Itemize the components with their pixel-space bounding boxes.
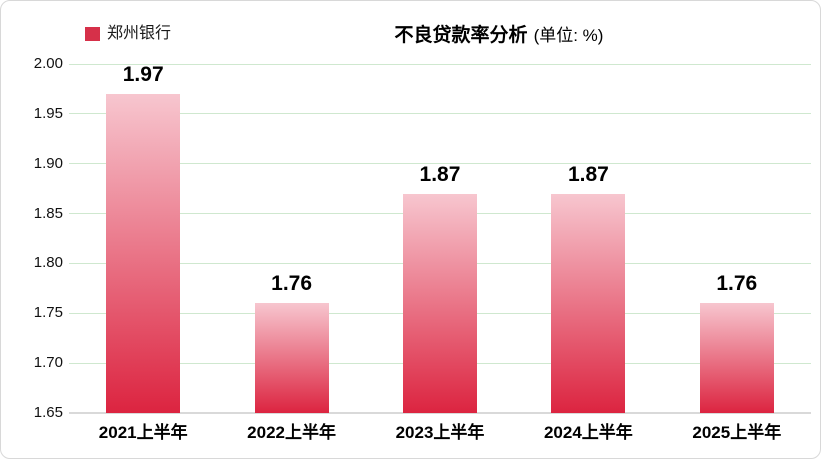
x-axis-category-label: 2021上半年: [98, 423, 188, 442]
bar-value-label: 1.97: [122, 62, 164, 86]
chart-title: 不良贷款率分析 (单位: %): [395, 20, 604, 47]
legend-marker-icon: [85, 26, 100, 41]
bar-value-label: 1.87: [567, 162, 609, 186]
bar[interactable]: [254, 303, 329, 413]
bar-value-label: 1.76: [271, 272, 313, 296]
bar[interactable]: [403, 193, 477, 413]
bar[interactable]: [106, 93, 181, 413]
x-axis-category-label: 2022上半年: [247, 423, 336, 442]
y-axis-tick-label: 1.75: [33, 304, 63, 322]
gridline: [69, 163, 811, 165]
y-axis-tick-label: 1.80: [33, 254, 63, 272]
bar[interactable]: [551, 193, 626, 413]
y-axis-tick-label: 1.90: [33, 154, 63, 172]
y-axis-tick-label: 1.65: [33, 404, 63, 421]
y-axis-tick-label: 1.85: [33, 204, 63, 222]
chart-title-main: 不良贷款率分析: [394, 25, 528, 46]
x-axis-line: [69, 412, 811, 414]
legend-item-zhengzhou-bank[interactable]: 郑州银行: [85, 25, 171, 42]
y-axis-tick-label: 1.95: [33, 104, 63, 122]
x-axis-category-label: 2024上半年: [543, 423, 633, 442]
x-axis-category-label: 2023上半年: [395, 423, 485, 442]
x-axis-category-label: 2025上半年: [692, 423, 782, 442]
legend-label: 郑州银行: [107, 25, 172, 42]
gridline: [69, 63, 811, 65]
bar-value-label: 1.87: [419, 162, 461, 186]
bar[interactable]: [699, 303, 774, 413]
gridline: [69, 113, 811, 115]
y-axis-tick-label: 2.00: [33, 55, 63, 72]
chart-title-unit: (单位: %): [533, 26, 604, 45]
bar-value-label: 1.76: [716, 272, 758, 296]
y-axis-tick-label: 1.70: [33, 354, 63, 372]
